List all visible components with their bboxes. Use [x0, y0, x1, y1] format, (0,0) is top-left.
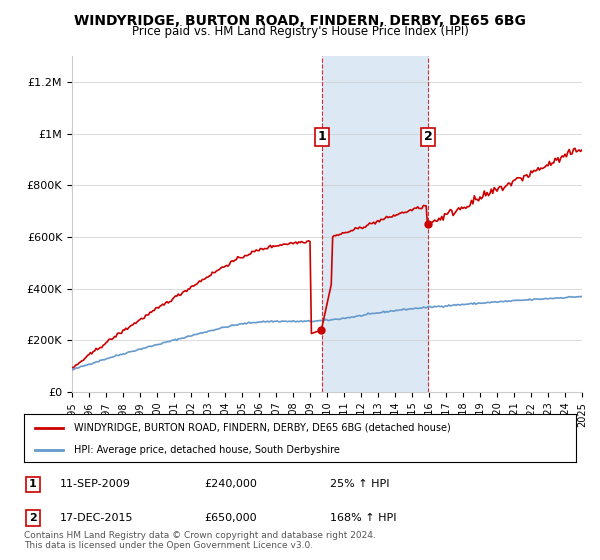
- Text: 1: 1: [317, 130, 326, 143]
- Bar: [322, 56, 428, 392]
- Text: 25% ↑ HPI: 25% ↑ HPI: [330, 479, 389, 489]
- Text: 2: 2: [29, 513, 37, 523]
- Text: WINDYRIDGE, BURTON ROAD, FINDERN, DERBY, DE65 6BG (detached house): WINDYRIDGE, BURTON ROAD, FINDERN, DERBY,…: [74, 423, 451, 433]
- Text: 11-SEP-2009: 11-SEP-2009: [60, 479, 131, 489]
- Text: Price paid vs. HM Land Registry's House Price Index (HPI): Price paid vs. HM Land Registry's House …: [131, 25, 469, 38]
- Text: 17-DEC-2015: 17-DEC-2015: [60, 513, 133, 523]
- Text: £240,000: £240,000: [204, 479, 257, 489]
- Text: 168% ↑ HPI: 168% ↑ HPI: [330, 513, 397, 523]
- Text: £650,000: £650,000: [204, 513, 257, 523]
- Text: Contains HM Land Registry data © Crown copyright and database right 2024.
This d: Contains HM Land Registry data © Crown c…: [24, 530, 376, 550]
- Text: 1: 1: [29, 479, 37, 489]
- Text: 2: 2: [424, 130, 433, 143]
- Text: HPI: Average price, detached house, South Derbyshire: HPI: Average price, detached house, Sout…: [74, 445, 340, 455]
- Text: WINDYRIDGE, BURTON ROAD, FINDERN, DERBY, DE65 6BG: WINDYRIDGE, BURTON ROAD, FINDERN, DERBY,…: [74, 14, 526, 28]
